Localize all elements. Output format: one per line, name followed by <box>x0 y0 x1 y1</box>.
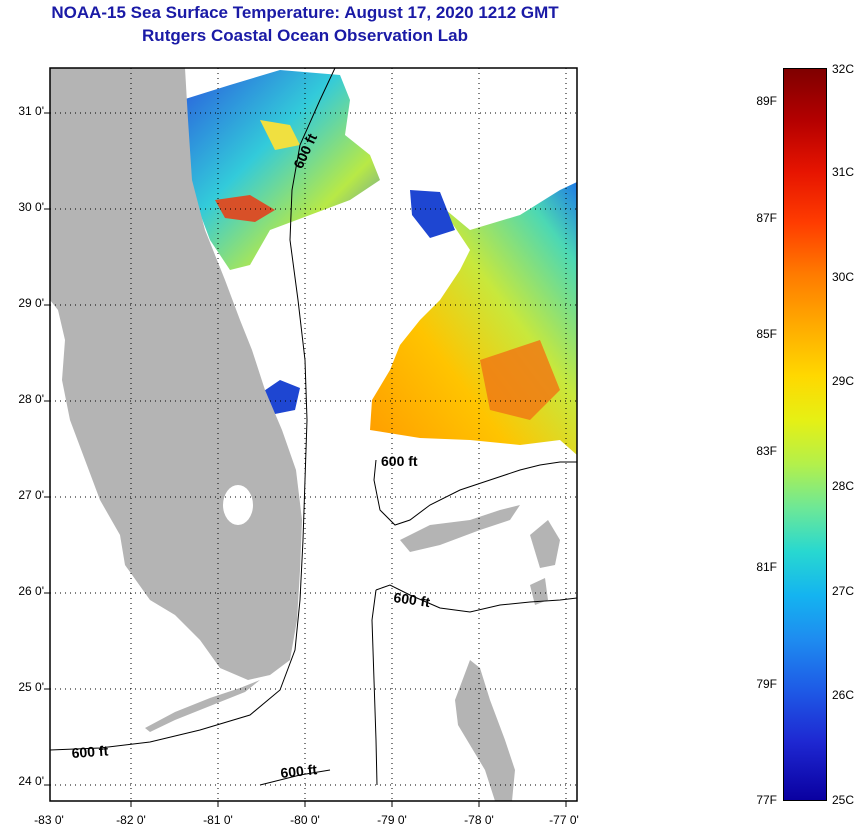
colorbar-c-label: 31C <box>832 165 855 179</box>
lat-label: 26 0' <box>18 584 44 598</box>
colorbar-c-label: 27C <box>832 584 855 598</box>
map-subtitle: Rutgers Coastal Ocean Observation Lab <box>142 26 468 45</box>
lat-label: 25 0' <box>18 680 44 694</box>
contour-label-tongue: 600 ft <box>393 589 432 610</box>
colorbar-c-label: 25C <box>832 793 855 807</box>
colorbar-c-label: 28C <box>832 479 855 493</box>
lat-label: 29 0' <box>18 296 44 310</box>
colorbar-f-label: 87F <box>756 211 777 225</box>
colorbar-f-label: 83F <box>756 444 777 458</box>
colorbar-c-label: 29C <box>832 374 855 388</box>
colorbar-c-label: 32C <box>832 62 855 76</box>
temperature-colorbar: 89F 87F 85F 83F 81F 79F 77F 32C 31C 30C … <box>756 62 854 807</box>
colorbar-f-label: 79F <box>756 677 777 691</box>
lon-label: -80 0' <box>290 813 320 827</box>
map-frame <box>49 67 578 802</box>
lat-label: 31 0' <box>18 104 44 118</box>
lon-label: -78 0' <box>464 813 494 827</box>
colorbar-gradient <box>783 68 827 801</box>
lon-label: -81 0' <box>203 813 233 827</box>
sst-data-east <box>370 182 577 455</box>
sst-data-north <box>182 70 380 270</box>
colorbar-c-label: 26C <box>832 688 855 702</box>
lake-okeechobee <box>223 485 253 525</box>
lon-label: -82 0' <box>116 813 146 827</box>
lon-label: -83 0' <box>34 813 64 827</box>
lon-label: -77 0' <box>549 813 579 827</box>
colorbar-f-label: 89F <box>756 94 777 108</box>
abaco-island <box>530 520 560 568</box>
florida-keys <box>145 680 260 732</box>
lat-label: 28 0' <box>18 392 44 406</box>
lat-label: 24 0' <box>18 774 44 788</box>
contour-label-south: 600 ft <box>280 761 318 781</box>
contour-label-bahama-bank: 600 ft <box>381 453 418 469</box>
contour-label-southwest: 600 ft <box>71 742 109 761</box>
florida-landmass <box>50 68 302 680</box>
eleuthera-islet <box>530 578 548 605</box>
colorbar-c-label: 30C <box>832 270 855 284</box>
lat-label: 27 0' <box>18 488 44 502</box>
grand-bahama <box>400 505 520 552</box>
andros-island <box>455 660 515 801</box>
graticule <box>50 68 577 801</box>
axis-ticks <box>44 112 567 807</box>
colorbar-f-label: 85F <box>756 327 777 341</box>
colorbar-f-label: 77F <box>756 793 777 807</box>
map-title: NOAA-15 Sea Surface Temperature: August … <box>51 3 559 22</box>
colorbar-f-label: 81F <box>756 560 777 574</box>
lat-label: 30 0' <box>18 200 44 214</box>
lon-label: -79 0' <box>377 813 407 827</box>
